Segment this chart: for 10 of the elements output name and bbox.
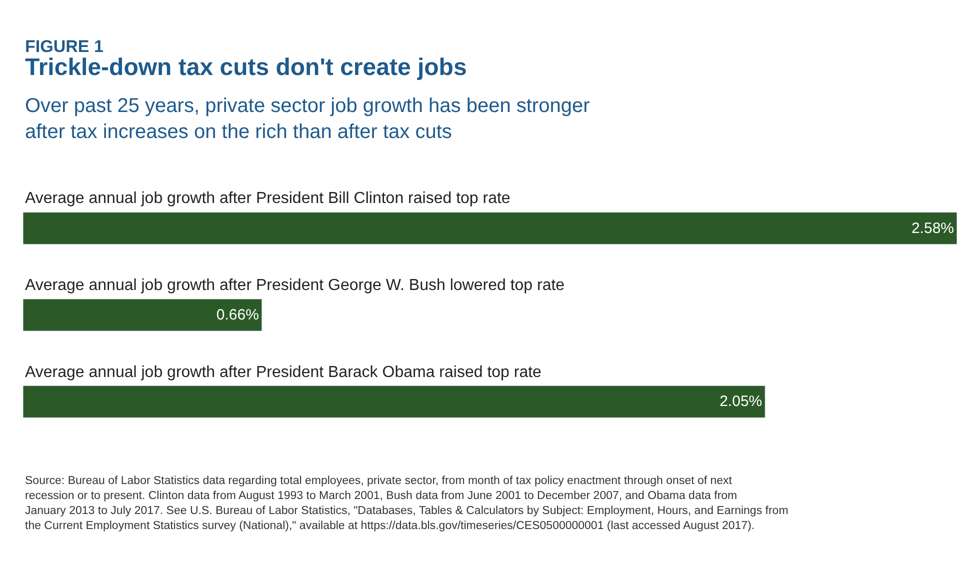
data-label: 2.58% xyxy=(911,220,954,237)
y-tick-label: Average annual job growth after President George W. Bush lowered top rate xyxy=(25,277,565,294)
y-tick-label: Average annual job growth after President Barack Obama raised top rate xyxy=(25,364,542,381)
y-tick-label: Average annual job growth after President Bill Clinton raised top rate xyxy=(25,190,510,207)
data-label: 2.05% xyxy=(720,393,762,410)
chart-title: Trickle-down tax cuts don't create jobs xyxy=(25,54,467,81)
data-label: 0.66% xyxy=(216,306,259,324)
caption: FIGURE 1 xyxy=(25,37,104,56)
chart-subtitle: Over past 25 years, private sector job growth has been stronger after tax increases on the rich than after tax cuts xyxy=(25,95,590,143)
source-note: Source: Bureau of Labor Statistics data regarding total employees, private sector, from month of tax policy enactment through onset of next recession or to present. Clinton data from August 1993 to March 2001, Bush data from June 2001 to December 2007, and Obama data from January 2013 to July 2017. See U.S. Bureau of Labor Statistics, "Databases, Tables & Calculators by Subject: Employment, Hours, and Earnings from the Current Employment Statistics survey (National)," available at https://data.bls.gov/timeseries/CES0500000001 (last accessed August 2017). xyxy=(25,475,788,532)
